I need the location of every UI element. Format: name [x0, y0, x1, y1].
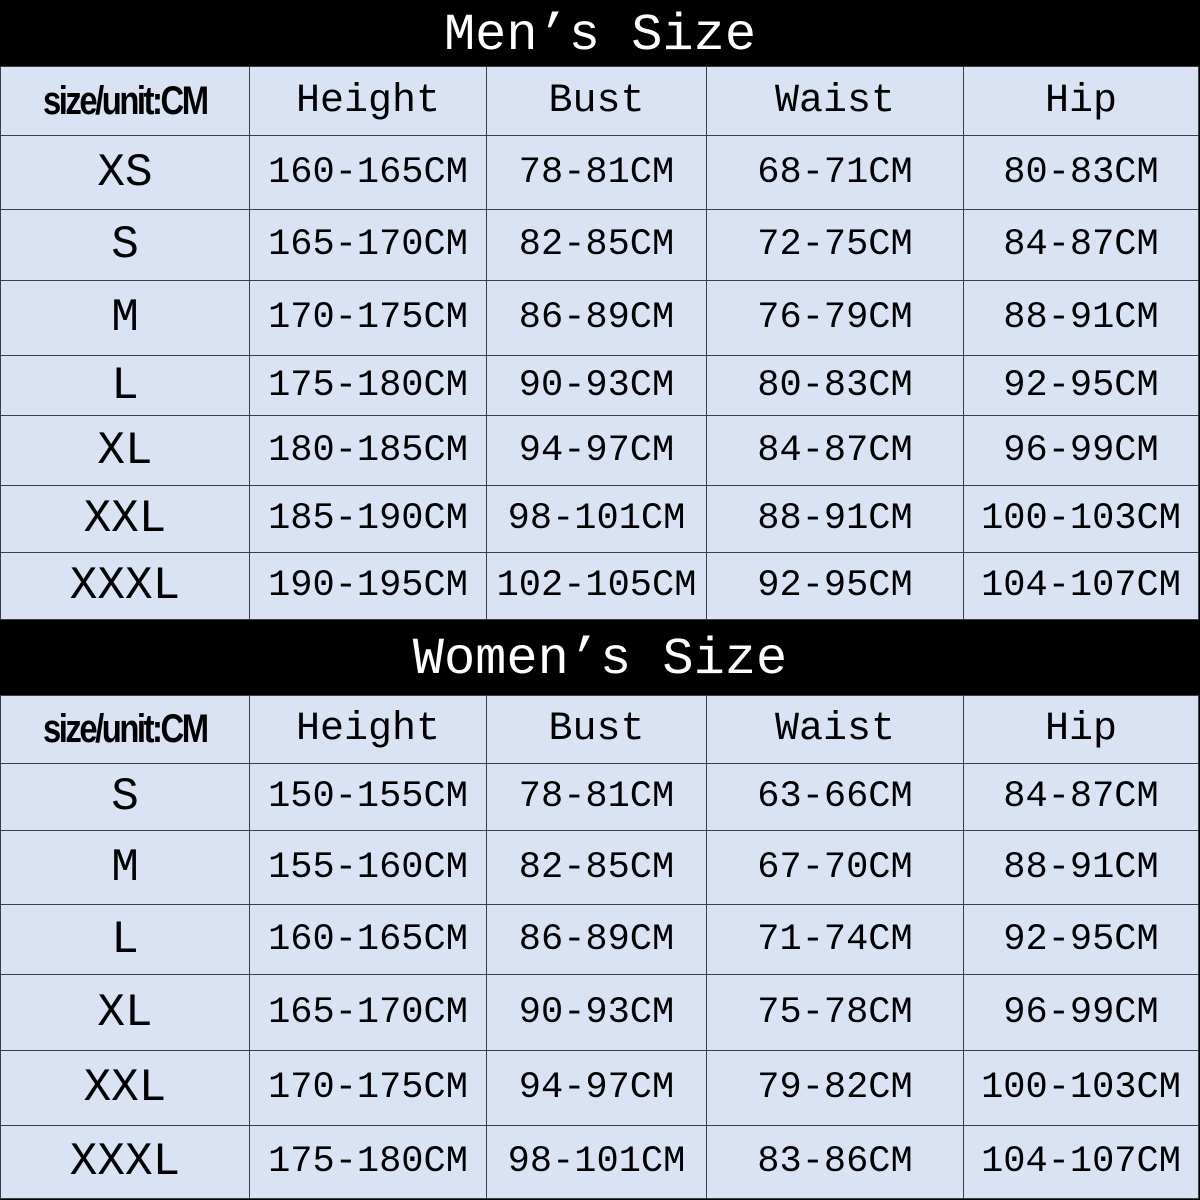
column-header: Height: [249, 66, 487, 136]
measurement-cell: 102-105CM: [486, 552, 707, 620]
column-header: Bust: [486, 695, 707, 764]
measurement-cell: 150-155CM: [249, 763, 487, 831]
measurement-cell: 78-81CM: [486, 763, 707, 831]
mens-size-title: Men’s Size: [0, 10, 1200, 66]
measurement-cell: 100-103CM: [963, 1050, 1199, 1126]
measurement-cell: 75-78CM: [706, 974, 964, 1051]
measurement-cell: 80-83CM: [963, 135, 1199, 210]
size-label: M: [0, 280, 250, 356]
measurement-cell: 86-89CM: [486, 904, 707, 975]
measurement-cell: 88-91CM: [963, 280, 1199, 356]
womens-size-table: size/unit:CM Height Bust Waist Hip S 150-155CM…: [0, 695, 1199, 1199]
measurement-cell: 94-97CM: [486, 415, 707, 486]
measurement-cell: 90-93CM: [486, 974, 707, 1051]
unit-header: size/unit:CM: [0, 695, 250, 764]
measurement-cell: 96-99CM: [963, 415, 1199, 486]
measurement-cell: 98-101CM: [486, 485, 707, 553]
measurement-cell: 79-82CM: [706, 1050, 964, 1126]
measurement-cell: 185-190CM: [249, 485, 487, 553]
measurement-cell: 155-160CM: [249, 830, 487, 905]
table-row: XL 165-170CM 90-93CM 75-78CM 96-99CM: [0, 974, 1199, 1051]
measurement-cell: 94-97CM: [486, 1050, 707, 1126]
measurement-cell: 175-180CM: [249, 355, 487, 416]
size-label: XXL: [0, 1050, 250, 1126]
size-label: XXXL: [0, 1125, 250, 1199]
measurement-cell: 88-91CM: [963, 830, 1199, 905]
measurement-cell: 71-74CM: [706, 904, 964, 975]
size-label: XL: [0, 974, 250, 1051]
header-row: size/unit:CM Height Bust Waist Hip: [0, 695, 1199, 764]
column-header: Bust: [486, 66, 707, 136]
mens-size-table: size/unit:CM Height Bust Waist Hip XS 160-165C…: [0, 66, 1199, 620]
measurement-cell: 165-170CM: [249, 209, 487, 281]
table-row: XS 160-165CM 78-81CM 68-71CM 80-83CM: [0, 135, 1199, 210]
table-row: XXL 185-190CM 98-101CM 88-91CM 100-103CM: [0, 485, 1199, 553]
size-label: XS: [0, 135, 250, 210]
table-row: XXXL 175-180CM 98-101CM 83-86CM 104-107CM: [0, 1125, 1199, 1199]
measurement-cell: 90-93CM: [486, 355, 707, 416]
measurement-cell: 92-95CM: [963, 355, 1199, 416]
table-row: S 150-155CM 78-81CM 63-66CM 84-87CM: [0, 763, 1199, 831]
column-header: Waist: [706, 66, 964, 136]
table-row: L 175-180CM 90-93CM 80-83CM 92-95CM: [0, 355, 1199, 416]
measurement-cell: 170-175CM: [249, 1050, 487, 1126]
womens-size-title: Women’s Size: [0, 634, 1200, 695]
measurement-cell: 78-81CM: [486, 135, 707, 210]
size-label: S: [0, 209, 250, 281]
measurement-cell: 100-103CM: [963, 485, 1199, 553]
column-header: Waist: [706, 695, 964, 764]
measurement-cell: 160-165CM: [249, 904, 487, 975]
measurement-cell: 88-91CM: [706, 485, 964, 553]
measurement-cell: 82-85CM: [486, 209, 707, 281]
measurement-cell: 68-71CM: [706, 135, 964, 210]
measurement-cell: 175-180CM: [249, 1125, 487, 1199]
size-label: S: [0, 763, 250, 831]
measurement-cell: 84-87CM: [963, 763, 1199, 831]
size-label: XXXL: [0, 552, 250, 620]
measurement-cell: 165-170CM: [249, 974, 487, 1051]
measurement-cell: 170-175CM: [249, 280, 487, 356]
measurement-cell: 80-83CM: [706, 355, 964, 416]
measurement-cell: 92-95CM: [706, 552, 964, 620]
table-row: XXXL 190-195CM 102-105CM 92-95CM 104-107CM: [0, 552, 1199, 620]
size-label: XL: [0, 415, 250, 486]
measurement-cell: 92-95CM: [963, 904, 1199, 975]
table-row: M 155-160CM 82-85CM 67-70CM 88-91CM: [0, 830, 1199, 905]
table-row: M 170-175CM 86-89CM 76-79CM 88-91CM: [0, 280, 1199, 356]
unit-label: size/unit:CM: [43, 78, 209, 123]
size-label: L: [0, 904, 250, 975]
table-row: S 165-170CM 82-85CM 72-75CM 84-87CM: [0, 209, 1199, 281]
table-row: XL 180-185CM 94-97CM 84-87CM 96-99CM: [0, 415, 1199, 486]
measurement-cell: 83-86CM: [706, 1125, 964, 1199]
measurement-cell: 98-101CM: [486, 1125, 707, 1199]
column-header: Hip: [963, 695, 1199, 764]
header-row: size/unit:CM Height Bust Waist Hip: [0, 66, 1199, 136]
unit-header: size/unit:CM: [0, 66, 250, 136]
measurement-cell: 96-99CM: [963, 974, 1199, 1051]
table-row: L 160-165CM 86-89CM 71-74CM 92-95CM: [0, 904, 1199, 975]
measurement-cell: 63-66CM: [706, 763, 964, 831]
measurement-cell: 180-185CM: [249, 415, 487, 486]
column-header: Height: [249, 695, 487, 764]
measurement-cell: 84-87CM: [706, 415, 964, 486]
measurement-cell: 104-107CM: [963, 1125, 1199, 1199]
column-header: Hip: [963, 66, 1199, 136]
measurement-cell: 104-107CM: [963, 552, 1199, 620]
unit-label: size/unit:CM: [43, 707, 209, 751]
size-label: L: [0, 355, 250, 416]
measurement-cell: 84-87CM: [963, 209, 1199, 281]
size-label: M: [0, 830, 250, 905]
measurement-cell: 82-85CM: [486, 830, 707, 905]
measurement-cell: 160-165CM: [249, 135, 487, 210]
measurement-cell: 67-70CM: [706, 830, 964, 905]
measurement-cell: 76-79CM: [706, 280, 964, 356]
measurement-cell: 72-75CM: [706, 209, 964, 281]
table-row: XXL 170-175CM 94-97CM 79-82CM 100-103CM: [0, 1050, 1199, 1126]
size-label: XXL: [0, 485, 250, 553]
measurement-cell: 86-89CM: [486, 280, 707, 356]
measurement-cell: 190-195CM: [249, 552, 487, 620]
